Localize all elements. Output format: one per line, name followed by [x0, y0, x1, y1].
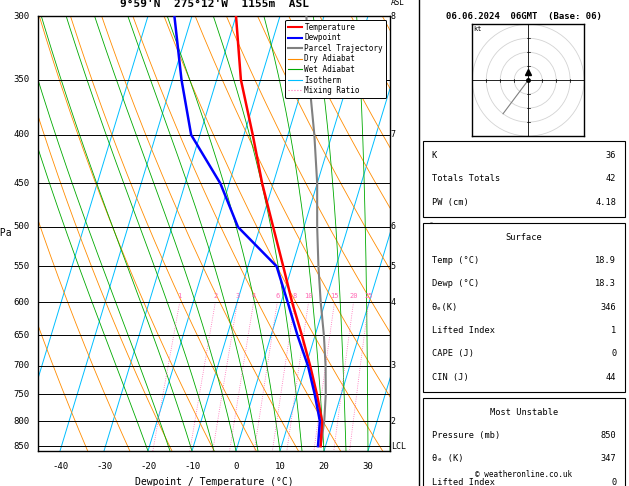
Text: 600: 600 [14, 298, 30, 307]
Text: 20: 20 [319, 462, 330, 471]
Text: 25: 25 [364, 293, 373, 299]
Text: 18.9: 18.9 [596, 256, 616, 265]
Legend: Temperature, Dewpoint, Parcel Trajectory, Dry Adiabat, Wet Adiabat, Isotherm, Mi: Temperature, Dewpoint, Parcel Trajectory… [286, 20, 386, 98]
Bar [423, 141, 625, 217]
Text: CAPE (J): CAPE (J) [431, 349, 474, 358]
Text: 750: 750 [14, 390, 30, 399]
Text: K: K [431, 151, 437, 160]
Text: 1: 1 [177, 293, 182, 299]
Text: Temp (°C): Temp (°C) [431, 256, 479, 265]
Text: 3: 3 [235, 293, 240, 299]
Text: 4: 4 [252, 293, 256, 299]
Text: 10: 10 [275, 462, 286, 471]
Text: 2: 2 [213, 293, 218, 299]
Text: 700: 700 [14, 362, 30, 370]
Text: Mixing Ratio (g/kg): Mixing Ratio (g/kg) [428, 186, 437, 281]
Text: km
ASL: km ASL [391, 0, 404, 7]
Text: 0: 0 [611, 349, 616, 358]
Text: CIN (J): CIN (J) [431, 373, 469, 382]
Text: LCL: LCL [391, 442, 406, 451]
Text: 300: 300 [14, 12, 30, 20]
Text: 4.18: 4.18 [596, 198, 616, 207]
Text: 4: 4 [391, 298, 396, 307]
Text: 7: 7 [391, 130, 396, 139]
Text: 6: 6 [275, 293, 279, 299]
Text: 8: 8 [292, 293, 297, 299]
Text: Lifted Index: Lifted Index [431, 326, 494, 335]
Text: 18.3: 18.3 [596, 279, 616, 288]
Text: 44: 44 [606, 373, 616, 382]
Text: 3: 3 [391, 362, 396, 370]
Bar [423, 223, 625, 392]
Text: 30: 30 [363, 462, 374, 471]
Text: 550: 550 [14, 262, 30, 271]
Text: 10: 10 [304, 293, 313, 299]
Text: PW (cm): PW (cm) [431, 198, 469, 207]
Bar [423, 398, 625, 486]
Text: -30: -30 [96, 462, 112, 471]
Text: Dewp (°C): Dewp (°C) [431, 279, 479, 288]
Text: 800: 800 [14, 417, 30, 426]
Text: θₑ (K): θₑ (K) [431, 454, 463, 463]
Text: 5: 5 [391, 262, 396, 271]
Text: 9°59'N  275°12'W  1155m  ASL: 9°59'N 275°12'W 1155m ASL [120, 0, 308, 9]
Text: 347: 347 [601, 454, 616, 463]
Text: 36: 36 [606, 151, 616, 160]
Text: 400: 400 [14, 130, 30, 139]
Text: 0: 0 [611, 478, 616, 486]
Text: -20: -20 [140, 462, 156, 471]
Text: θₑ(K): θₑ(K) [431, 303, 458, 312]
Text: 450: 450 [14, 179, 30, 188]
Text: 346: 346 [601, 303, 616, 312]
Text: 350: 350 [14, 75, 30, 84]
Text: hPa: hPa [0, 228, 12, 239]
Text: © weatheronline.co.uk: © weatheronline.co.uk [476, 469, 572, 479]
Text: 06.06.2024  06GMT  (Base: 06): 06.06.2024 06GMT (Base: 06) [446, 12, 602, 21]
Text: Lifted Index: Lifted Index [431, 478, 494, 486]
Text: -10: -10 [184, 462, 200, 471]
Text: Dewpoint / Temperature (°C): Dewpoint / Temperature (°C) [135, 477, 293, 486]
Text: 850: 850 [601, 431, 616, 440]
Text: 42: 42 [606, 174, 616, 183]
Text: 850: 850 [14, 442, 30, 451]
Text: 1: 1 [611, 326, 616, 335]
Text: 2: 2 [391, 417, 396, 426]
Text: 20: 20 [349, 293, 358, 299]
Text: 0: 0 [233, 462, 238, 471]
Text: 650: 650 [14, 331, 30, 340]
Text: Pressure (mb): Pressure (mb) [431, 431, 500, 440]
Text: Surface: Surface [506, 233, 542, 242]
Text: 15: 15 [330, 293, 338, 299]
Text: -40: -40 [52, 462, 68, 471]
Text: 8: 8 [391, 12, 396, 20]
Text: 6: 6 [391, 223, 396, 231]
Text: Totals Totals: Totals Totals [431, 174, 500, 183]
Text: 500: 500 [14, 223, 30, 231]
Text: Most Unstable: Most Unstable [490, 408, 558, 417]
